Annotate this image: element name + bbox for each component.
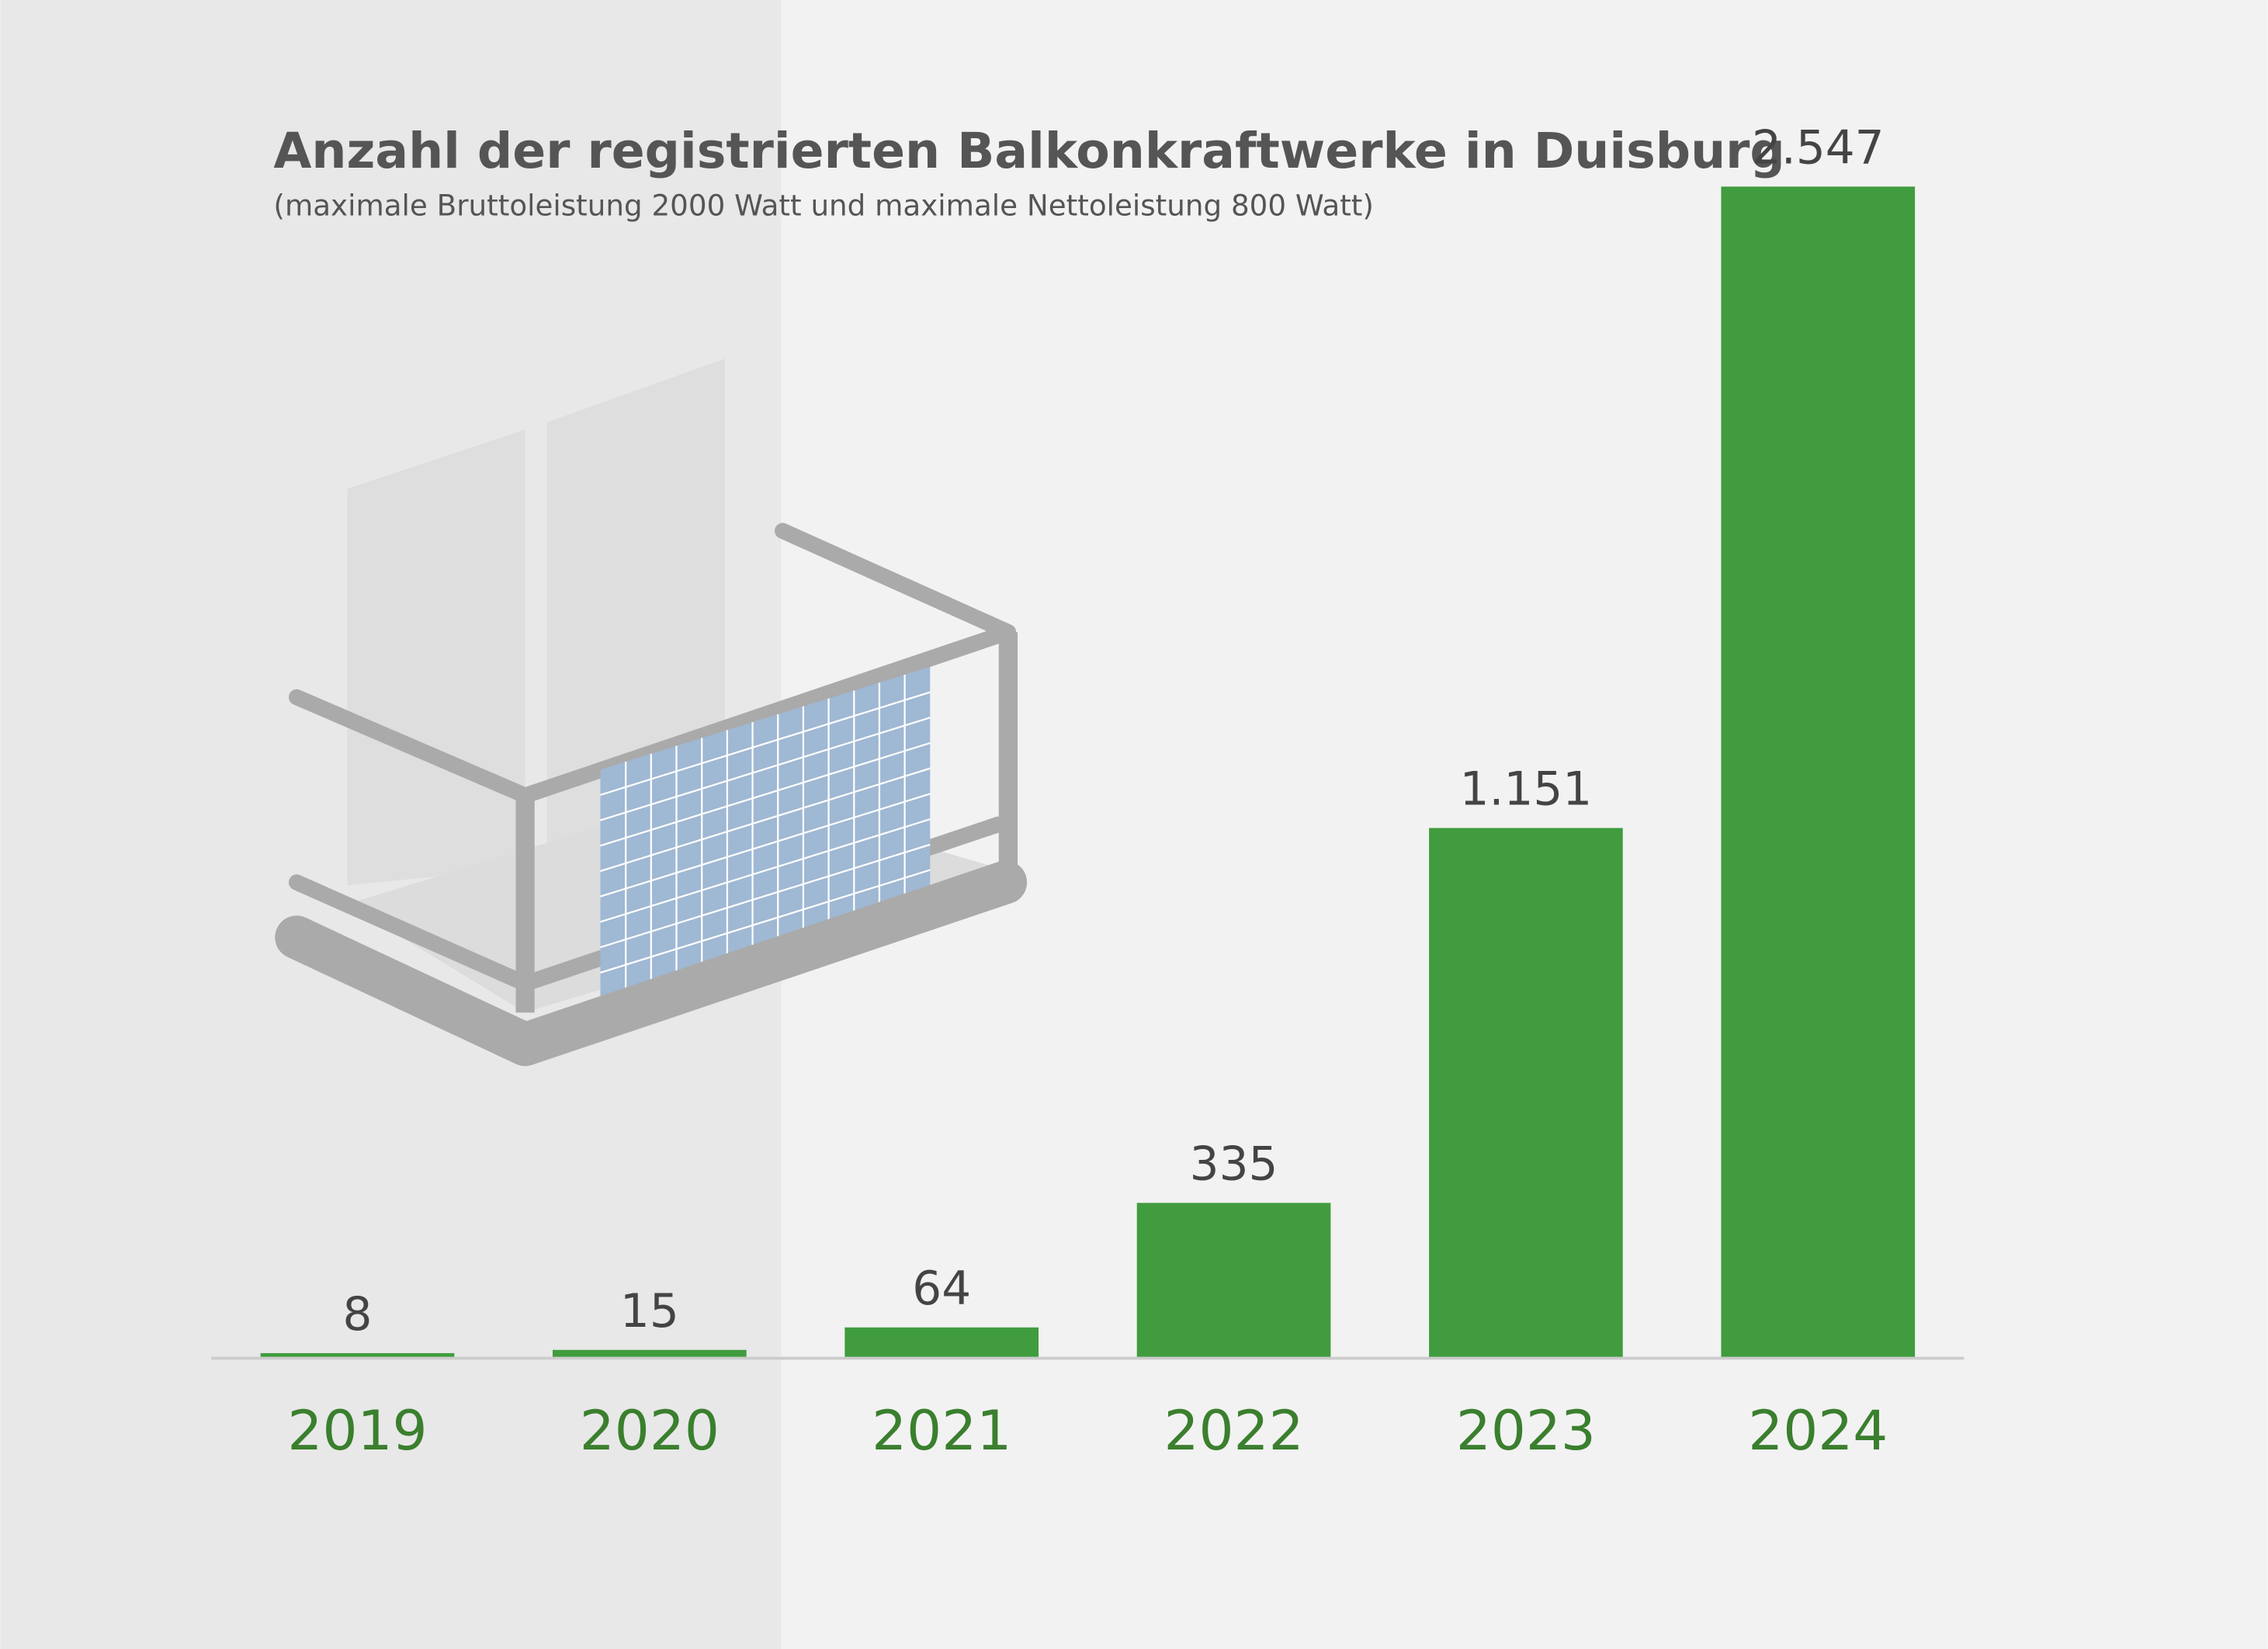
value-label: 335 bbox=[1190, 1138, 1278, 1192]
x-tick-label: 2023 bbox=[1456, 1398, 1596, 1463]
chart-title: Anzahl der registrierten Balkonkraftwerk… bbox=[273, 122, 1784, 179]
panel-grid bbox=[600, 675, 931, 991]
x-tick-label: 2019 bbox=[287, 1398, 427, 1463]
panel-line bbox=[600, 869, 931, 974]
value-label: 2.547 bbox=[1752, 122, 1885, 175]
panel-line bbox=[600, 767, 931, 873]
value-label: 1.151 bbox=[1460, 763, 1593, 817]
value-label: 8 bbox=[343, 1288, 373, 1342]
bar bbox=[844, 1327, 1039, 1357]
panel-line bbox=[600, 741, 931, 847]
x-tick-label: 2022 bbox=[1163, 1398, 1303, 1463]
value-label: 64 bbox=[912, 1262, 971, 1316]
panel-line bbox=[600, 843, 931, 949]
panel-line bbox=[600, 818, 931, 923]
bar bbox=[1721, 186, 1916, 1357]
panel-line bbox=[600, 793, 931, 897]
x-tick-label: 2021 bbox=[872, 1398, 1011, 1463]
balcony-illustration bbox=[275, 359, 1028, 1067]
panel-line bbox=[600, 691, 931, 796]
bar bbox=[1429, 828, 1623, 1357]
panel-line bbox=[600, 717, 931, 821]
bar bbox=[260, 1352, 455, 1357]
x-tick-label: 2020 bbox=[580, 1398, 720, 1463]
chart-subtitle: (maximale Bruttoleistung 2000 Watt und m… bbox=[273, 189, 1374, 223]
bar bbox=[553, 1349, 747, 1357]
x-tick-label: 2024 bbox=[1748, 1398, 1888, 1463]
value-label: 15 bbox=[620, 1285, 679, 1338]
bar bbox=[1136, 1203, 1331, 1357]
